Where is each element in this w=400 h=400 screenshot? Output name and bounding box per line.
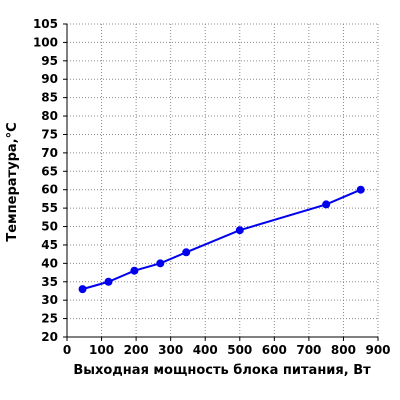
y-tick-label: 100 <box>33 35 58 49</box>
data-point <box>130 266 139 275</box>
data-series <box>78 185 365 294</box>
x-tick-label: 0 <box>63 343 71 357</box>
data-point <box>235 226 244 235</box>
data-point <box>182 248 191 257</box>
y-tick-label: 55 <box>41 201 58 215</box>
y-tick-label: 25 <box>41 312 58 326</box>
x-tick-label: 600 <box>262 343 287 357</box>
y-axis-title: Температура,°C <box>5 122 20 241</box>
y-tick-label: 40 <box>41 256 58 270</box>
y-tick-label: 45 <box>41 238 58 252</box>
x-tick-label: 400 <box>193 343 218 357</box>
y-tick-label: 60 <box>41 183 58 197</box>
data-point <box>322 200 331 209</box>
x-tick-label: 700 <box>296 343 321 357</box>
x-tick-label: 500 <box>227 343 252 357</box>
x-tick-label: 200 <box>124 343 149 357</box>
y-axis-ticks: 20 25 30 35 40 45 50 55 60 65 70 75 80 85 90 95 100 105 <box>33 17 67 344</box>
y-tick-label: 65 <box>41 164 58 178</box>
series-line <box>82 188 362 291</box>
y-tick-label: 105 <box>33 17 58 31</box>
y-tick-label: 90 <box>41 72 58 86</box>
y-tick-label: 50 <box>41 220 58 234</box>
y-tick-label: 80 <box>41 109 58 123</box>
x-axis-ticks: 0 100 200 300 400 500 600 700 800 900 <box>63 337 391 357</box>
axes <box>66 24 378 338</box>
data-point <box>104 277 113 286</box>
y-tick-label: 20 <box>41 330 58 344</box>
data-point <box>356 185 365 194</box>
y-tick-label: 30 <box>41 293 58 307</box>
y-tick-label: 35 <box>41 275 58 289</box>
grid-lines <box>67 23 379 337</box>
y-tick-label: 70 <box>41 146 58 160</box>
data-point <box>156 259 165 268</box>
data-point <box>78 285 87 294</box>
x-tick-label: 300 <box>158 343 183 357</box>
y-tick-label: 85 <box>41 91 58 105</box>
x-tick-label: 100 <box>89 343 114 357</box>
x-tick-label: 900 <box>365 343 390 357</box>
x-tick-label: 800 <box>331 343 356 357</box>
y-tick-label: 75 <box>41 127 58 141</box>
x-axis-title: Выходная мощность блока питания, Вт <box>73 363 371 378</box>
y-tick-label: 95 <box>41 54 58 68</box>
